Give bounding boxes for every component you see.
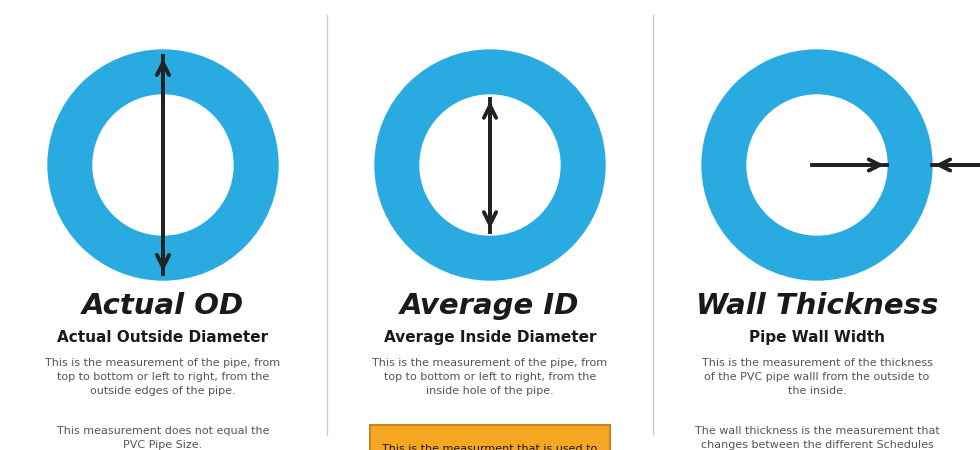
Circle shape [420,95,560,235]
Text: This is the measurement of the thickness
of the PVC pipe walll from the outside : This is the measurement of the thickness… [702,358,932,396]
Text: This measurement does not equal the
PVC Pipe Size.: This measurement does not equal the PVC … [57,426,270,450]
Text: Actual Outside Diameter: Actual Outside Diameter [58,330,269,345]
Text: Average ID: Average ID [400,292,580,320]
Circle shape [375,50,605,280]
Text: Wall Thickness: Wall Thickness [696,292,938,320]
Text: This is the measurment that is used to
determine the PVC pipe size.: This is the measurment that is used to d… [382,444,598,450]
Text: This is the measurement of the pipe, from
top to bottom or left to right, from t: This is the measurement of the pipe, fro… [45,358,280,396]
Text: Actual OD: Actual OD [82,292,244,320]
Circle shape [48,50,278,280]
Circle shape [93,95,233,235]
Text: The wall thickness is the measurement that
changes between the different Schedul: The wall thickness is the measurement th… [695,426,940,450]
Text: Average Inside Diameter: Average Inside Diameter [384,330,596,345]
Text: Pipe Wall Width: Pipe Wall Width [749,330,885,345]
Circle shape [702,50,932,280]
Circle shape [747,95,887,235]
FancyBboxPatch shape [370,425,610,450]
Text: This is the measurement of the pipe, from
top to bottom or left to right, from t: This is the measurement of the pipe, fro… [372,358,608,396]
